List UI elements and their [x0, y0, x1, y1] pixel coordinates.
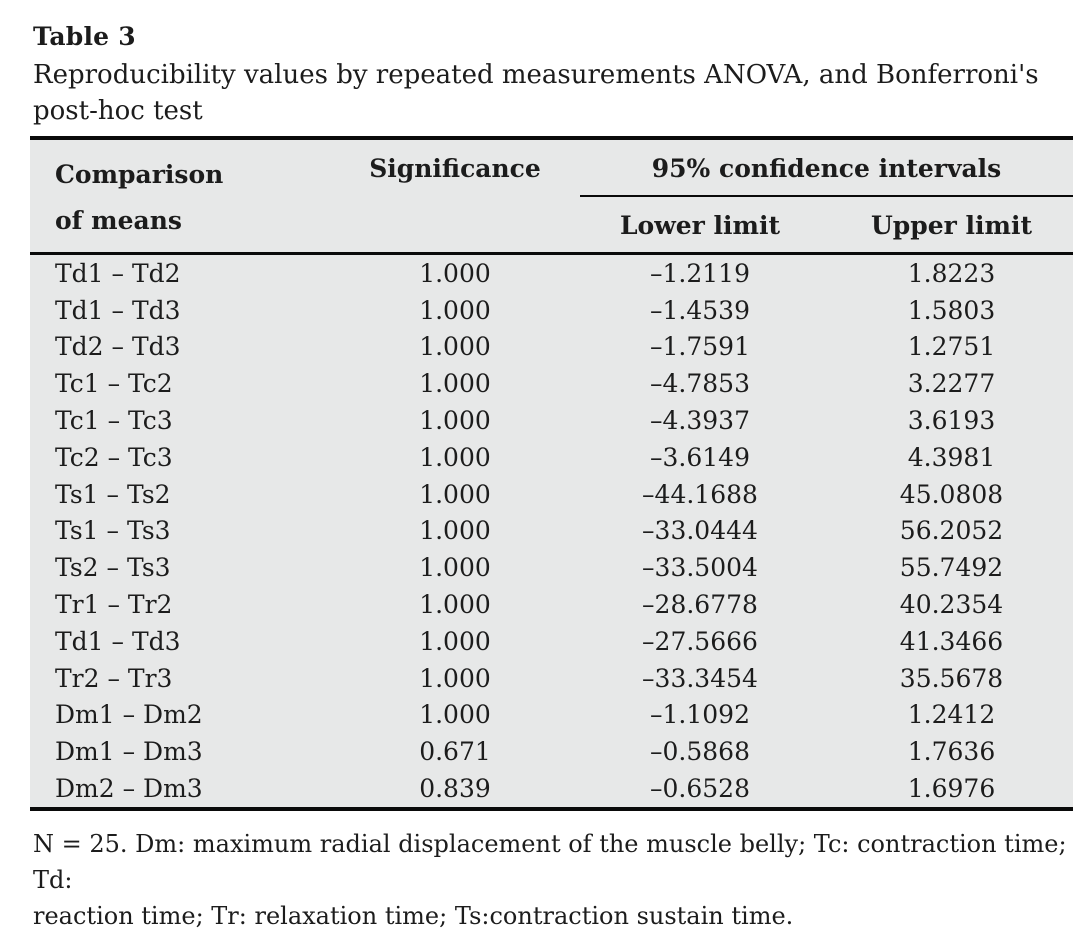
table-row: Ts1 – Ts3 1.000 –33.0444 56.2052: [30, 513, 1073, 550]
table-row: Tc1 – Tc2 1.000 –4.7853 3.2277: [30, 365, 1073, 402]
cell-significance: 1.000: [419, 406, 491, 436]
cell-significance: 1.000: [419, 590, 491, 620]
cell-lower-limit: –33.0444: [642, 516, 758, 546]
cell-lower-limit: –0.5868: [650, 737, 750, 767]
cell-comparison: Td1 – Td3: [55, 295, 181, 325]
table-row: Dm1 – Dm2 1.000 –1.1092 1.2412: [30, 697, 1073, 734]
table-row: Tr1 – Tr2 1.000 –28.6778 40.2354: [30, 586, 1073, 623]
table-row: Td2 – Td3 1.000 –1.7591 1.2751: [30, 329, 1073, 366]
cell-lower-limit: –33.5004: [642, 553, 758, 583]
cell-comparison: Dm2 – Dm3: [55, 774, 203, 804]
table-header-row: Comparison of means Significance 95% con…: [30, 140, 1073, 252]
header-comparison-label: Comparison of means: [55, 160, 224, 235]
cell-significance: 0.839: [419, 774, 491, 804]
header-body-separator-rule: [30, 252, 1073, 255]
cell-upper-limit: 1.2751: [907, 332, 996, 362]
cell-upper-limit: 3.2277: [907, 369, 996, 399]
cell-upper-limit: 4.3981: [907, 442, 996, 472]
cell-significance: 1.000: [419, 369, 491, 399]
cell-lower-limit: –1.4539: [650, 295, 750, 325]
table-row: Td1 – Td3 1.000 –27.5666 41.3466: [30, 623, 1073, 660]
table-row: Dm1 – Dm3 0.671 –0.5868 1.7636: [30, 733, 1073, 770]
cell-significance: 1.000: [419, 516, 491, 546]
cell-significance: 1.000: [419, 442, 491, 472]
cell-lower-limit: –0.6528: [650, 774, 750, 804]
table-bottom-rule: [30, 806, 1073, 811]
cell-lower-limit: –27.5666: [642, 626, 758, 656]
cell-upper-limit: 1.7636: [907, 737, 996, 767]
cell-significance: 1.000: [419, 700, 491, 730]
cell-upper-limit: 1.2412: [907, 700, 996, 730]
header-upper-limit: Upper limit: [870, 211, 1033, 240]
cell-lower-limit: –4.3937: [650, 406, 750, 436]
table-top-rule: [30, 136, 1073, 140]
header-confidence-intervals: 95% confidence intervals: [580, 152, 1073, 197]
header-ci-subrow: Lower limit Upper limit: [570, 197, 1073, 243]
paper-table-page: Table 3 Reproducibility values by repeat…: [30, 22, 1073, 930]
cell-significance: 1.000: [419, 663, 491, 693]
cell-significance: 1.000: [419, 553, 491, 583]
cell-comparison: Dm1 – Dm2: [55, 700, 203, 730]
cell-comparison: Td1 – Td3: [55, 626, 181, 656]
cell-comparison: Ts2 – Ts3: [55, 553, 171, 583]
cell-upper-limit: 1.8223: [907, 258, 996, 288]
cell-significance: 1.000: [419, 332, 491, 362]
table-row: Ts1 – Ts2 1.000 –44.1688 45.0808: [30, 476, 1073, 513]
cell-comparison: Dm1 – Dm3: [55, 737, 203, 767]
cell-comparison: Td1 – Td2: [55, 258, 181, 288]
cell-comparison: Tc1 – Tc2: [55, 369, 173, 399]
cell-comparison: Tr2 – Tr3: [55, 663, 173, 693]
table-row: Td1 – Td3 1.000 –1.4539 1.5803: [30, 292, 1073, 329]
table-row: Dm2 – Dm3 0.839 –0.6528 1.6976: [30, 770, 1073, 807]
header-confidence-intervals-group: 95% confidence intervals Lower limit Upp…: [570, 152, 1073, 252]
cell-upper-limit: 41.3466: [899, 626, 1004, 656]
cell-significance: 0.671: [419, 737, 491, 767]
cell-lower-limit: –1.2119: [650, 258, 750, 288]
table-row: Ts2 – Ts3 1.000 –33.5004 55.7492: [30, 549, 1073, 586]
table-body: Td1 – Td2 1.000 –1.2119 1.8223 Td1 – Td3…: [30, 255, 1073, 807]
cell-lower-limit: –3.6149: [650, 442, 750, 472]
cell-lower-limit: –1.1092: [650, 700, 750, 730]
cell-comparison: Tc1 – Tc3: [55, 406, 173, 436]
cell-comparison: Tc2 – Tc3: [55, 442, 173, 472]
table-row: Tr2 – Tr3 1.000 –33.3454 35.5678: [30, 660, 1073, 697]
cell-significance: 1.000: [419, 295, 491, 325]
cell-significance: 1.000: [419, 626, 491, 656]
cell-comparison: Td2 – Td3: [55, 332, 181, 362]
cell-comparison: Ts1 – Ts3: [55, 516, 171, 546]
header-significance: Significance: [369, 154, 541, 183]
table-body-area: Comparison of means Significance 95% con…: [30, 140, 1073, 807]
footnote-line-1: N = 25. Dm: maximum radial displacement …: [33, 830, 1067, 894]
cell-lower-limit: –4.7853: [650, 369, 750, 399]
caption-line-2: post-hoc test: [33, 96, 203, 126]
cell-significance: 1.000: [419, 258, 491, 288]
cell-lower-limit: –28.6778: [642, 590, 758, 620]
table-number-label: Table 3: [33, 22, 136, 51]
table-row: Td1 – Td2 1.000 –1.2119 1.8223: [30, 255, 1073, 292]
cell-upper-limit: 1.5803: [907, 295, 996, 325]
data-table: Comparison of means Significance 95% con…: [30, 136, 1073, 811]
cell-significance: 1.000: [419, 479, 491, 509]
cell-upper-limit: 3.6193: [907, 406, 996, 436]
header-lower-limit: Lower limit: [619, 211, 781, 240]
footnote-line-2: reaction time; Tr: relaxation time; Ts:c…: [33, 902, 794, 930]
caption-line-1: Reproducibility values by repeated measu…: [33, 60, 1039, 90]
cell-upper-limit: 1.6976: [907, 774, 996, 804]
header-comparison-of-means: Comparison of means: [30, 152, 340, 252]
cell-upper-limit: 35.5678: [899, 663, 1004, 693]
table-footnote: N = 25. Dm: maximum radial displacement …: [33, 826, 1073, 934]
cell-comparison: Ts1 – Ts2: [55, 479, 171, 509]
table-row: Tc2 – Tc3 1.000 –3.6149 4.3981: [30, 439, 1073, 476]
cell-lower-limit: –44.1688: [642, 479, 758, 509]
cell-upper-limit: 56.2052: [899, 516, 1004, 546]
cell-lower-limit: –1.7591: [650, 332, 750, 362]
cell-upper-limit: 55.7492: [899, 553, 1004, 583]
table-row: Tc1 – Tc3 1.000 –4.3937 3.6193: [30, 402, 1073, 439]
cell-comparison: Tr1 – Tr2: [55, 590, 173, 620]
cell-lower-limit: –33.3454: [642, 663, 758, 693]
table-caption: Reproducibility values by repeated measu…: [33, 57, 1063, 129]
cell-upper-limit: 45.0808: [899, 479, 1004, 509]
cell-upper-limit: 40.2354: [899, 590, 1004, 620]
